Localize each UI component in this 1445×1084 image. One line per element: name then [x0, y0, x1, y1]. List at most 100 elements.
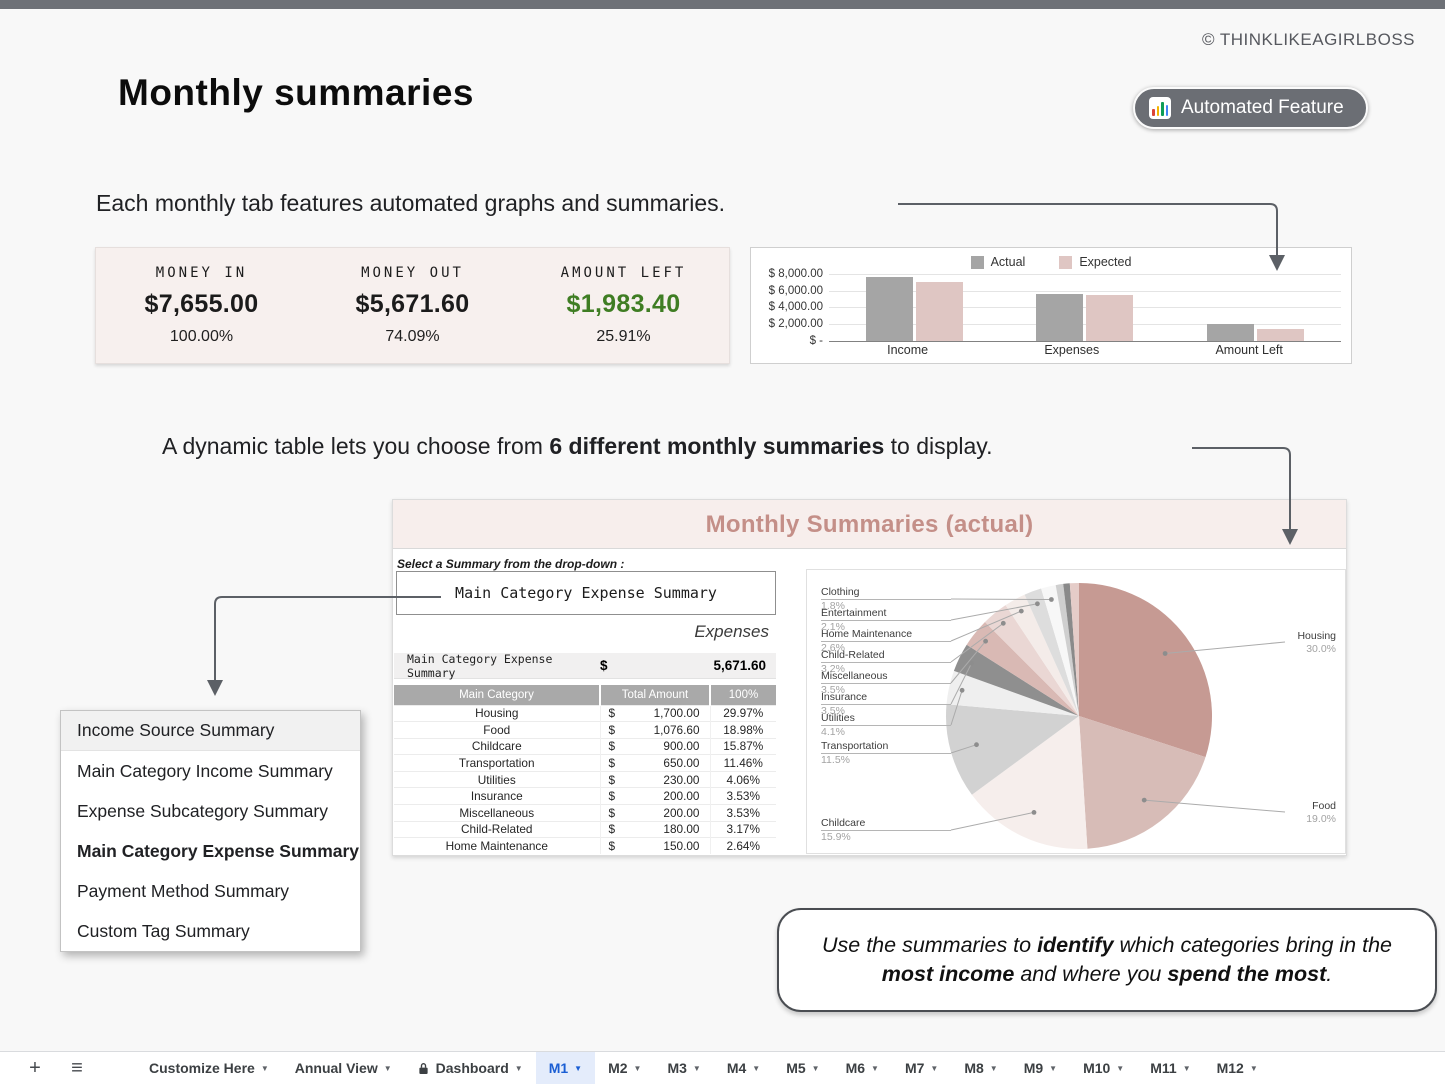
tab-label: M6: [845, 1060, 866, 1076]
legend-item: Actual: [970, 255, 1025, 269]
pie-label-percent: 2.1%: [821, 621, 845, 633]
sheet-tab-m6[interactable]: M6 ▼: [833, 1052, 892, 1084]
bar-expected: [915, 281, 963, 341]
sheet-tab-dashboard[interactable]: Dashboard ▼: [405, 1052, 536, 1084]
chevron-down-icon[interactable]: ▼: [1182, 1063, 1191, 1073]
metric-value: $1,983.40: [566, 290, 681, 318]
cell-amount: $1,076.60: [599, 721, 710, 739]
cell-category: Housing: [394, 704, 600, 722]
cell-category: Transportation: [394, 754, 600, 772]
chevron-down-icon[interactable]: ▼: [574, 1063, 583, 1073]
sheet-tab-m10[interactable]: M10 ▼: [1070, 1052, 1137, 1084]
menu-item[interactable]: Main Category Expense Summary: [77, 840, 360, 861]
top-accent-bar: [0, 0, 1445, 9]
sheet-tab-m12[interactable]: M12 ▼: [1204, 1052, 1271, 1084]
chevron-down-icon[interactable]: ▼: [514, 1063, 523, 1073]
bar-plot-area: [829, 274, 1341, 342]
chevron-down-icon[interactable]: ▼: [1249, 1063, 1258, 1073]
menu-item[interactable]: Payment Method Summary: [77, 880, 290, 901]
bar-expected: [1086, 294, 1134, 341]
menu-item[interactable]: Income Source Summary: [61, 711, 360, 751]
chevron-down-icon[interactable]: ▼: [811, 1063, 820, 1073]
bar-category-label: Income: [887, 343, 929, 357]
chevron-down-icon[interactable]: ▼: [989, 1063, 998, 1073]
caption-dynamic-table: A dynamic table lets you choose from 6 d…: [162, 433, 992, 460]
summary-total-row: Main Category Expense Summary $ 5,671.60: [394, 652, 776, 680]
sheet-tab-customize-here[interactable]: Customize Here ▼: [136, 1052, 282, 1084]
hamburger-icon[interactable]: ≡: [71, 1056, 83, 1079]
y-axis-tick: $ 6,000.00: [768, 284, 823, 297]
pie-label-percent: 15.9%: [821, 831, 851, 843]
tip-text: Use the summaries to identify which cate…: [797, 931, 1417, 989]
sheet-tab-m8[interactable]: M8 ▼: [951, 1052, 1010, 1084]
tab-label: M10: [1083, 1060, 1111, 1076]
chevron-down-icon[interactable]: ▼: [383, 1063, 392, 1073]
table-row: Transportation $650.00 11.46%: [394, 754, 776, 772]
menu-item[interactable]: Expense Subcategory Summary: [77, 800, 328, 821]
pie-slice: [946, 670, 1079, 716]
page-title: Monthly summaries: [118, 72, 474, 113]
pie-label: Food 19.0%: [1306, 800, 1336, 826]
sheet-tab-m3[interactable]: M3 ▼: [654, 1052, 713, 1084]
sheet-tab-annual-view[interactable]: Annual View ▼: [282, 1052, 405, 1084]
pie-label-name: Insurance: [821, 691, 951, 705]
cell-category: Child-Related: [394, 820, 600, 838]
pie-slice: [1079, 583, 1213, 758]
table-row: Miscellaneous $200.00 3.53%: [394, 804, 776, 822]
caption-graphs: Each monthly tab features automated grap…: [96, 190, 726, 216]
cell-percent: 29.97%: [709, 704, 776, 722]
caption2-pre: A dynamic table lets you choose from: [162, 433, 550, 459]
summary-options-menu: Income Source Summary Main Category Incom…: [60, 710, 361, 952]
sheet-tab-m2[interactable]: M2 ▼: [595, 1052, 654, 1084]
sheet-tab-m1[interactable]: M1 ▼: [535, 1052, 596, 1084]
pie-label-percent: 1.8%: [821, 600, 845, 612]
tip-segment: which categories bring in the: [1113, 932, 1393, 957]
tab-label: M4: [726, 1060, 747, 1076]
pie-slice: [1079, 716, 1206, 849]
chevron-down-icon[interactable]: ▼: [633, 1063, 642, 1073]
sheet-tab-m7[interactable]: M7 ▼: [892, 1052, 951, 1084]
chevron-down-icon[interactable]: ▼: [871, 1063, 879, 1073]
pie-slice: [953, 644, 1079, 716]
tab-label: M8: [964, 1060, 984, 1076]
pie-slice: [1063, 583, 1079, 716]
pie-label-name: Housing: [1297, 630, 1336, 642]
cell-percent: 4.06%: [709, 770, 776, 788]
table-row: Food $1,076.60 18.98%: [394, 721, 776, 739]
pie-slice: [971, 716, 1088, 849]
select-summary-label: Select a Summary from the drop-down :: [397, 557, 625, 571]
table-header: 100%: [709, 685, 776, 705]
plus-icon[interactable]: +: [29, 1056, 41, 1079]
tab-label: M2: [608, 1060, 628, 1076]
chevron-down-icon[interactable]: ▼: [260, 1063, 269, 1073]
pie-label-name: Home Maintenance: [821, 628, 951, 642]
menu-item[interactable]: Custom Tag Summary: [77, 920, 250, 941]
chevron-down-icon[interactable]: ▼: [752, 1063, 761, 1073]
bar-category-label: Amount Left: [1215, 343, 1283, 357]
pie-label-percent: 3.2%: [821, 663, 845, 675]
cell-percent: 3.17%: [709, 820, 776, 838]
tab-label: M12: [1216, 1060, 1244, 1076]
bar-chart-icon: [1149, 97, 1171, 119]
sheet-tab-m11[interactable]: M11 ▼: [1137, 1052, 1203, 1084]
table-header: Main Category: [394, 685, 600, 705]
metric-value: $5,671.60: [355, 290, 470, 318]
pie-label: Insurance 3.5%: [821, 691, 951, 718]
sheet-tab-m4[interactable]: M4 ▼: [714, 1052, 773, 1084]
pie-slice: [1041, 585, 1079, 716]
pie-label: Child-Related 3.2%: [821, 649, 951, 676]
chevron-down-icon[interactable]: ▼: [930, 1063, 939, 1073]
summary-dropdown[interactable]: Main Category Expense Summary: [396, 571, 776, 615]
cell-amount: $230.00: [599, 770, 710, 788]
sheet-tab-m9[interactable]: M9 ▼: [1011, 1052, 1070, 1084]
chevron-down-icon[interactable]: ▼: [1049, 1063, 1058, 1073]
chevron-down-icon[interactable]: ▼: [1116, 1063, 1125, 1073]
menu-item[interactable]: Main Category Income Summary: [77, 760, 333, 781]
sheet-tab-m5[interactable]: M5 ▼: [773, 1052, 832, 1084]
cell-amount: $1,700.00: [599, 704, 710, 722]
cell-amount: $200.00: [599, 804, 710, 822]
pie-label-name: Childcare: [821, 817, 951, 831]
pie-label: Home Maintenance 2.6%: [821, 628, 951, 655]
chevron-down-icon[interactable]: ▼: [692, 1063, 701, 1073]
summary-card: MONEY IN $7,655.00 100.00% MONEY OUT $5,…: [95, 247, 730, 364]
